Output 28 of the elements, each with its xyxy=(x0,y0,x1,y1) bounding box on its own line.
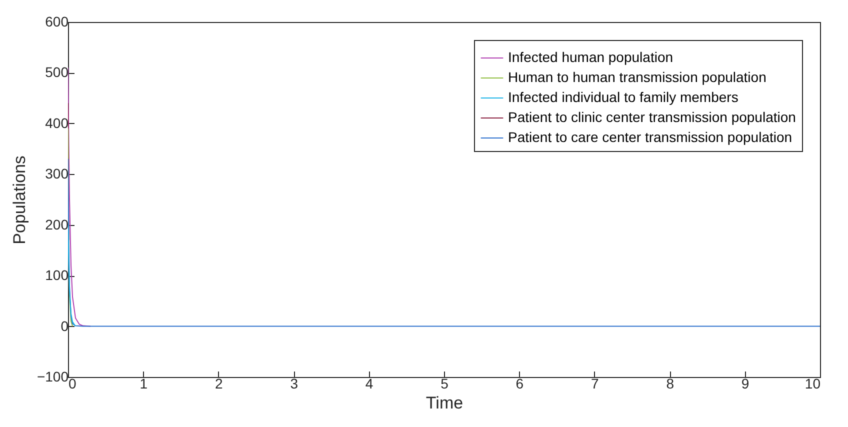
y-tick-label: 300 xyxy=(45,166,69,182)
x-tick-label: 3 xyxy=(290,376,298,392)
y-tick-label: 200 xyxy=(45,216,69,232)
y-tick-label: 0 xyxy=(60,318,69,334)
y-tick-label: 600 xyxy=(45,14,69,30)
y-tick-label: −100 xyxy=(36,368,69,384)
y-axis-title: Populations xyxy=(10,156,29,244)
y-tick-label: 100 xyxy=(45,267,69,284)
y-tick-label: 500 xyxy=(45,64,69,80)
legend-label: Infected individual to family members xyxy=(508,89,738,105)
x-tick-label: 1 xyxy=(140,376,148,392)
x-tick-label: 8 xyxy=(666,376,674,392)
x-tick-label: 7 xyxy=(591,376,599,392)
line-series xyxy=(68,158,820,327)
x-tick-label: 6 xyxy=(516,376,524,392)
x-tick-label: 9 xyxy=(741,376,750,392)
x-tick-label: 10 xyxy=(804,376,821,392)
legend-label: Human to human transmission population xyxy=(508,69,766,85)
legend-label: Patient to clinic center transmission population xyxy=(508,109,796,125)
x-axis-title: Time xyxy=(426,394,464,412)
line-series xyxy=(68,67,92,327)
y-tick-label: 400 xyxy=(45,114,69,131)
x-tick-label: 2 xyxy=(215,376,223,392)
legend-label: Patient to care center transmission population xyxy=(508,129,792,145)
x-tick-label: 5 xyxy=(440,376,449,392)
x-tick-label: 4 xyxy=(365,376,374,392)
line-series xyxy=(68,224,76,327)
legend-label: Infected human population xyxy=(508,49,674,65)
